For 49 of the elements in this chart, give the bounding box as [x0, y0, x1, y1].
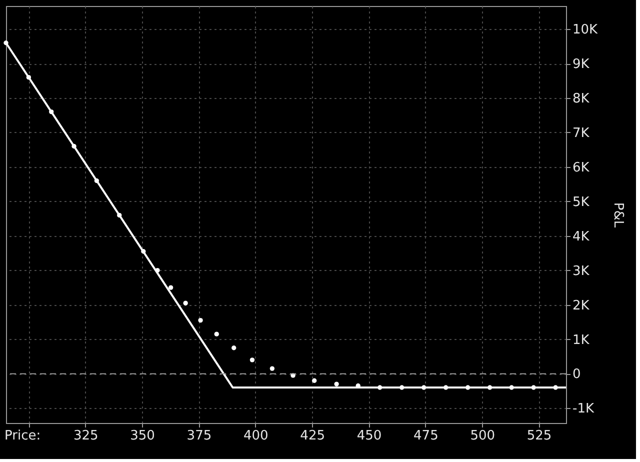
- x-tick-label: 375: [186, 428, 212, 444]
- point: [72, 144, 76, 149]
- x-tick-label: 525: [526, 428, 552, 444]
- point: [250, 358, 255, 362]
- point: [487, 385, 492, 390]
- point: [49, 109, 54, 114]
- x-tick-label: 400: [243, 428, 268, 444]
- point: [531, 385, 536, 390]
- y-tick-label: 4K: [572, 229, 590, 244]
- y-tick-label: 9K: [572, 57, 590, 72]
- point: [155, 268, 160, 273]
- x-tick-label: 425: [300, 428, 325, 444]
- y-tick-label: 8K: [572, 92, 590, 107]
- point: [232, 346, 236, 350]
- point: [26, 75, 32, 80]
- point: [141, 249, 146, 254]
- y-tick-label: 1K: [572, 332, 590, 348]
- y-tick-label: 6K: [572, 160, 590, 176]
- point: [94, 178, 100, 184]
- point: [553, 385, 558, 390]
- point: [509, 385, 514, 390]
- point: [312, 378, 317, 383]
- y-tick-label: -1K: [572, 402, 594, 417]
- point: [168, 285, 174, 290]
- y-tick-label: 0: [572, 367, 581, 382]
- point: [117, 212, 122, 218]
- point: [400, 385, 404, 390]
- point: [422, 385, 426, 390]
- point: [214, 332, 219, 336]
- x-tick-label: 450: [356, 428, 382, 444]
- y-tick-label: 10K: [572, 22, 598, 38]
- point: [270, 366, 275, 371]
- y-tick-label: 2K: [572, 298, 590, 314]
- x-axis-title: Price:: [4, 428, 41, 444]
- y-tick-label: 3K: [572, 264, 590, 279]
- x-tick-label: 325: [73, 428, 98, 444]
- point: [334, 382, 339, 386]
- y-tick-label: 5K: [572, 194, 590, 210]
- x-tick-label: 500: [470, 428, 496, 444]
- y-axis-title: P&L: [610, 202, 626, 228]
- x-tick-label: 475: [414, 428, 438, 444]
- point: [465, 385, 470, 390]
- x-tick-label: 350: [130, 428, 155, 444]
- y-tick-label: 7K: [572, 126, 590, 141]
- point: [443, 385, 448, 390]
- point: [4, 40, 8, 46]
- point: [378, 385, 382, 390]
- point: [198, 318, 203, 323]
- point: [183, 300, 188, 306]
